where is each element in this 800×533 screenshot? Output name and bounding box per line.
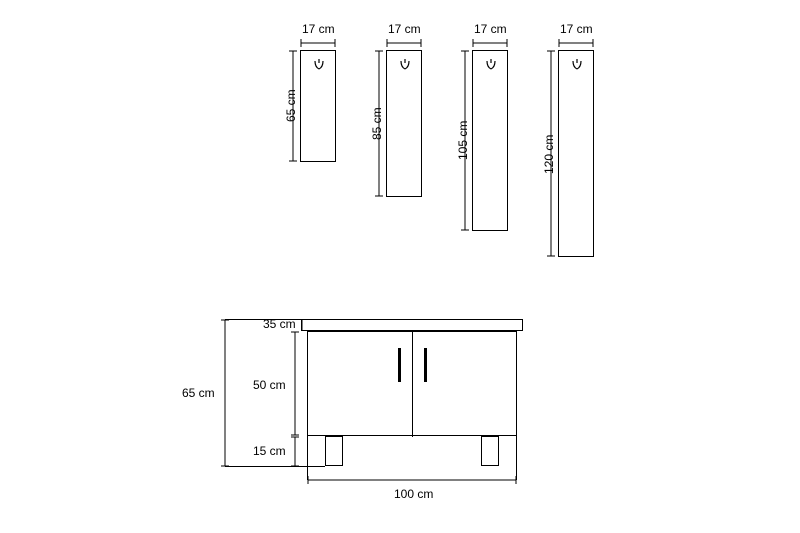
hook-panel-1 <box>300 50 336 162</box>
hook-panel-2 <box>386 50 422 197</box>
ext-bot <box>225 466 325 467</box>
cabinet-divider <box>412 332 413 437</box>
cabinet-top <box>301 319 523 331</box>
cabinet-foot-right <box>481 436 499 466</box>
dim-panel1-width <box>300 38 336 48</box>
dim-cabinet-total-height <box>220 319 230 467</box>
diagram-canvas: 17 cm 65 cm 17 cm 85 cm 17 cm 105 cm 17 … <box>0 0 800 533</box>
label-panel4-width: 17 cm <box>560 22 593 36</box>
cabinet <box>307 319 517 469</box>
ext-width-left <box>307 436 308 480</box>
hook-icon <box>481 57 501 73</box>
label-cabinet-foot-height: 15 cm <box>253 444 286 458</box>
cabinet-handle-left <box>398 348 401 382</box>
hook-icon <box>567 57 587 73</box>
label-cabinet-total-height: 65 cm <box>182 386 215 400</box>
hook-icon <box>309 57 329 73</box>
dim-cabinet-foot-height <box>290 436 300 467</box>
cabinet-handle-right <box>424 348 427 382</box>
dim-panel2-width <box>386 38 422 48</box>
cabinet-foot-left <box>325 436 343 466</box>
label-panel3-width: 17 cm <box>474 22 507 36</box>
dim-cabinet-width <box>307 475 517 485</box>
label-panel2-width: 17 cm <box>388 22 421 36</box>
label-cabinet-body-height: 50 cm <box>253 378 286 392</box>
label-panel1-height: 65 cm <box>284 89 298 122</box>
cabinet-body <box>307 331 517 436</box>
label-panel2-height: 85 cm <box>370 107 384 140</box>
dim-cabinet-body-height <box>290 331 300 436</box>
hook-panel-3 <box>472 50 508 231</box>
hook-icon <box>395 57 415 73</box>
ext-top <box>225 319 301 320</box>
ext-width-right <box>516 436 517 480</box>
label-panel4-height: 120 cm <box>542 135 556 174</box>
dim-panel4-width <box>558 38 594 48</box>
label-panel3-height: 105 cm <box>456 121 470 160</box>
dim-cabinet-depth-tick <box>297 318 307 332</box>
label-panel1-width: 17 cm <box>302 22 335 36</box>
label-cabinet-width: 100 cm <box>394 487 433 501</box>
dim-panel3-width <box>472 38 508 48</box>
hook-panel-4 <box>558 50 594 257</box>
